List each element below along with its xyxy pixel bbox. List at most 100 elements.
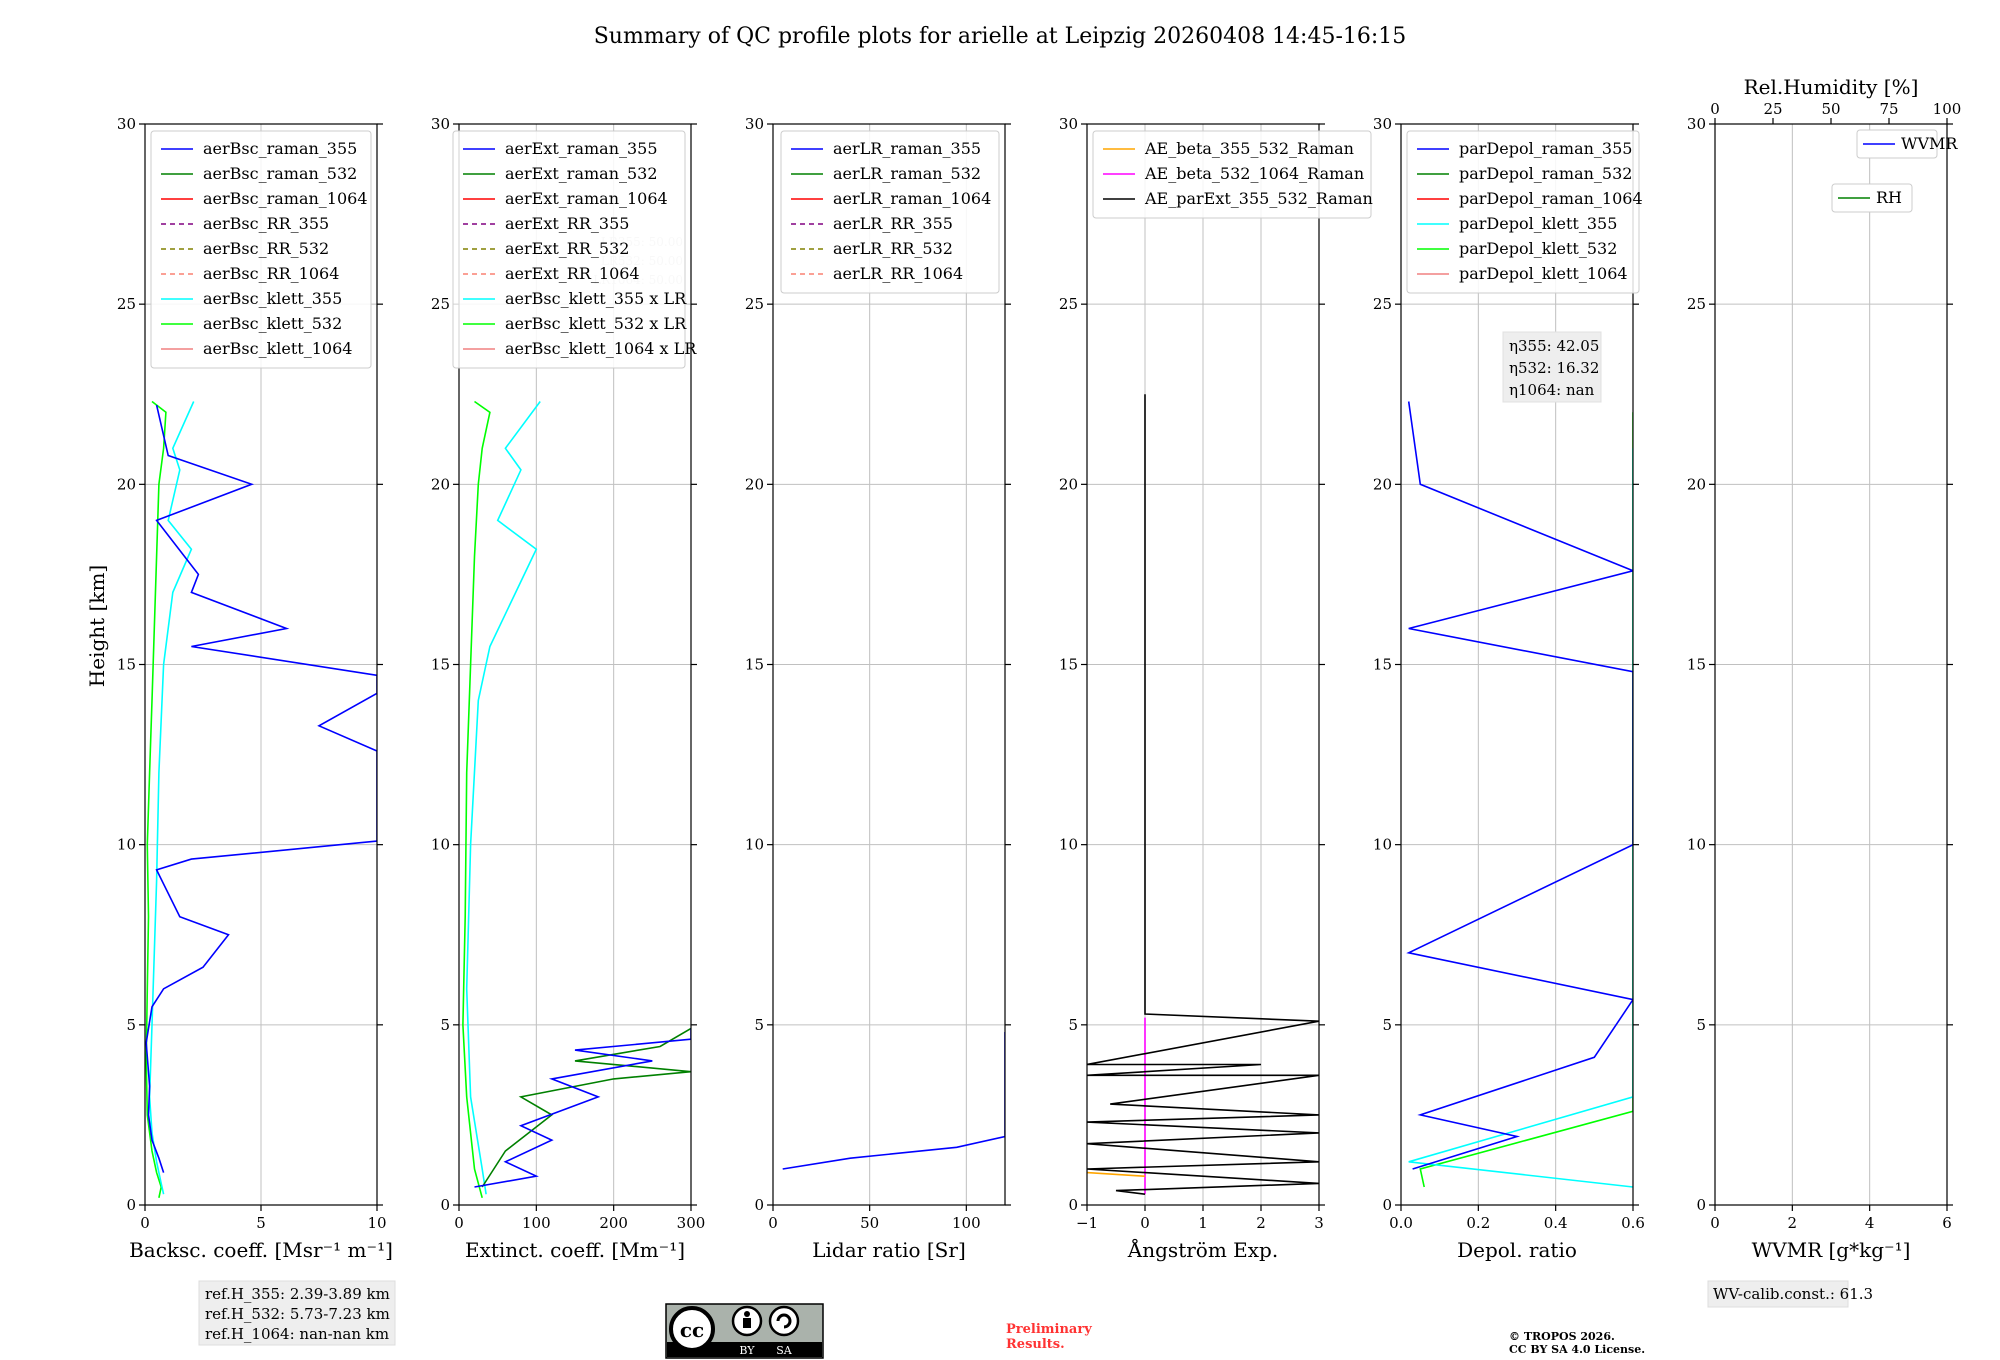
legend-label: aerBsc_RR_532	[203, 239, 329, 258]
panel-bsc: 0 5 10 15 20 25 30 0 5 10 Backsc. coeff. [Msr⁻¹ m⁻…	[117, 115, 393, 1262]
panel-dep: 0 5 10 15 20 25 30 0.0 0.2 0.4 0.6 Depol. ratio η355…	[1373, 115, 1645, 1262]
x-tick-label: 0	[1140, 1214, 1150, 1232]
legend-label: RH	[1876, 188, 1902, 207]
y-tick-label: 20	[1059, 475, 1078, 493]
x-axis-label-ext: Extinct. coeff. [Mm⁻¹]	[465, 1238, 685, 1262]
legend-label: aerExt_RR_355	[505, 214, 629, 233]
legend-label: aerLR_raman_1064	[833, 189, 991, 208]
sa-icon	[768, 1305, 800, 1337]
sa-icon-arrow	[776, 1313, 792, 1329]
legend-box-bsc	[150, 130, 372, 369]
y-tick-label: 5	[1068, 1016, 1078, 1034]
series-group-bsc	[145, 400, 377, 1198]
preliminary-line-2: Results.	[1006, 1337, 1065, 1352]
y-tick-label: 20	[1373, 475, 1392, 493]
y-tick-label: 25	[745, 295, 764, 313]
legend-label: AE_beta_355_532_Raman	[1144, 139, 1354, 158]
y-tick-label: 15	[1059, 656, 1078, 674]
y-tick-label: 15	[431, 656, 450, 674]
legend-label: aerBsc_klett_1064	[203, 339, 352, 358]
eta-value: η355: 42.05	[1509, 337, 1599, 355]
legend-label: parDepol_klett_532	[1459, 239, 1617, 258]
series-parDepol_klett_532	[1419, 412, 1633, 1188]
y-tick-label: 0	[754, 1196, 764, 1214]
x-tick-label: 1	[1198, 1214, 1208, 1232]
legend-label: WVMR	[1901, 134, 1958, 153]
legend-label: AE_beta_532_1064_Raman	[1144, 164, 1364, 183]
legend-label: parDepol_raman_1064	[1459, 189, 1643, 208]
refh-532: ref.H_532: 5.73-7.23 km	[205, 1305, 390, 1323]
y-tick-label: 0	[440, 1196, 450, 1214]
x-tick-label: 5	[256, 1214, 266, 1232]
y-tick-label: 10	[1687, 836, 1706, 854]
y-tick-label: 10	[745, 836, 764, 854]
copyright-line-1: © TROPOS 2026.	[1509, 1330, 1615, 1343]
y-tick-label: 10	[117, 836, 136, 854]
refh-box: ref.H_355: 2.39-3.89 km ref.H_532: 5.73-…	[198, 1280, 396, 1346]
legend-label: aerBsc_raman_1064	[203, 189, 368, 208]
legend-label: parDepol_raman_532	[1459, 164, 1632, 183]
height-axis-label: Height [km]	[85, 565, 109, 687]
y-tick-label: 30	[1687, 115, 1706, 133]
y-tick-label: 25	[1373, 295, 1392, 313]
x-tick-label: 50	[860, 1214, 879, 1232]
legend-label: parDepol_klett_355	[1459, 214, 1617, 233]
legend-label: aerBsc_klett_355 x LR	[505, 289, 687, 308]
top-x-tick-label: 50	[1821, 100, 1840, 118]
top-x-tick-label: 75	[1879, 100, 1898, 118]
legend-label: aerExt_RR_532	[505, 239, 629, 258]
legend-label: aerBsc_klett_1064 x LR	[505, 339, 697, 358]
cc-by-label: BY	[739, 1344, 755, 1357]
y-tick-label: 15	[1687, 656, 1706, 674]
wv-calib-bg	[1707, 1280, 1849, 1308]
y-tick-label: 0	[1696, 1196, 1706, 1214]
y-tick-label: 20	[431, 475, 450, 493]
refh-box-bg	[198, 1280, 396, 1346]
cc-license-badge: cc BY SA	[665, 1303, 824, 1359]
legend-box-ext	[452, 130, 686, 369]
refh-355: ref.H_355: 2.39-3.89 km	[205, 1285, 390, 1303]
x-tick-label: 0	[140, 1214, 150, 1232]
y-tick-label: 5	[754, 1016, 764, 1034]
y-tick-label: 25	[1687, 295, 1706, 313]
series-parDepol_raman_355	[1406, 401, 1633, 1170]
legend-label: aerLR_raman_532	[833, 164, 981, 183]
wv-calib-const: WV-calib.const.: 61.3	[1713, 1285, 1873, 1303]
x-axis-label-bsc: Backsc. coeff. [Msr⁻¹ m⁻¹]	[129, 1238, 393, 1262]
x-tick-label: 0.2	[1466, 1214, 1490, 1232]
x-tick-label: 10	[367, 1214, 386, 1232]
legend-label: aerBsc_RR_1064	[203, 264, 339, 283]
x-axis-label-dep: Depol. ratio	[1457, 1238, 1577, 1262]
eta-value: η532: 16.32	[1509, 359, 1599, 377]
cc-icon-glyph: cc	[680, 1318, 704, 1342]
y-tick-label: 30	[1373, 115, 1392, 133]
preliminary-line-1: Preliminary	[1006, 1322, 1092, 1337]
series-aerBsc_klett_532	[145, 400, 167, 1198]
legend-label: aerExt_raman_532	[505, 164, 658, 183]
series-AE_parExt_355_532_Raman	[1087, 394, 1319, 1195]
x-tick-label: 0.6	[1621, 1214, 1645, 1232]
x-tick-label: 2	[1788, 1214, 1798, 1232]
y-tick-label: 30	[1059, 115, 1078, 133]
y-tick-label: 0	[1068, 1196, 1078, 1214]
legend-label: aerBsc_raman_532	[203, 164, 357, 183]
y-tick-label: 0	[1382, 1196, 1392, 1214]
y-tick-label: 30	[745, 115, 764, 133]
x-axis-label-lr: Lidar ratio [Sr]	[812, 1238, 966, 1262]
series-group-ext	[462, 400, 691, 1199]
y-tick-label: 20	[745, 475, 764, 493]
by-icon-head	[744, 1311, 750, 1317]
x-tick-label: 0	[768, 1214, 778, 1232]
top-x-tick-label: 25	[1763, 100, 1782, 118]
x-tick-label: 4	[1865, 1214, 1875, 1232]
top-x-tick-label: 0	[1710, 100, 1720, 118]
x-tick-label: −1	[1076, 1214, 1098, 1232]
x-tick-label: 2	[1256, 1214, 1266, 1232]
eta-value: η1064: nan	[1509, 381, 1595, 399]
x-tick-label: 3	[1314, 1214, 1324, 1232]
x-axis-label-wv: WVMR [g*kg⁻¹]	[1752, 1238, 1911, 1262]
